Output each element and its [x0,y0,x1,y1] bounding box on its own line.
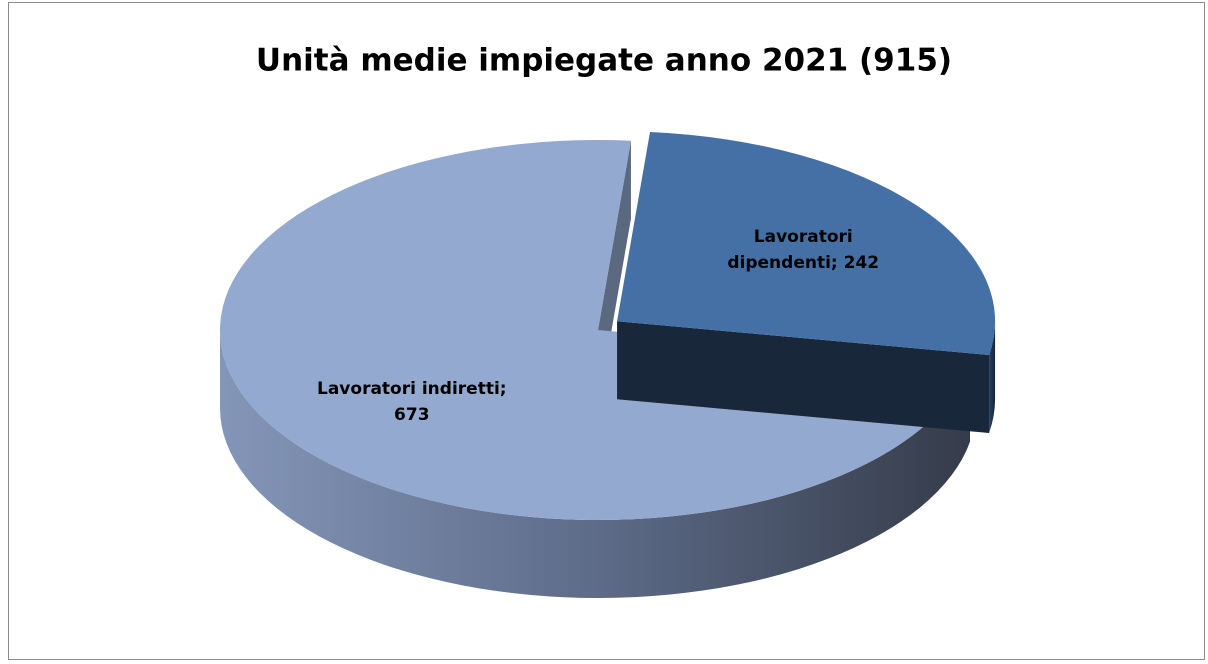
slice [220,139,971,520]
slice-face [617,321,990,433]
slice-wall [219,330,971,598]
data-label: Lavoratori indiretti; 673 [317,378,507,425]
chart-title: Unità medie impiegate anno 2021 (915) [256,43,952,79]
slice-wall [989,321,996,433]
data-label: Lavoratori dipendenti; 242 [727,226,880,273]
slice [617,131,996,355]
